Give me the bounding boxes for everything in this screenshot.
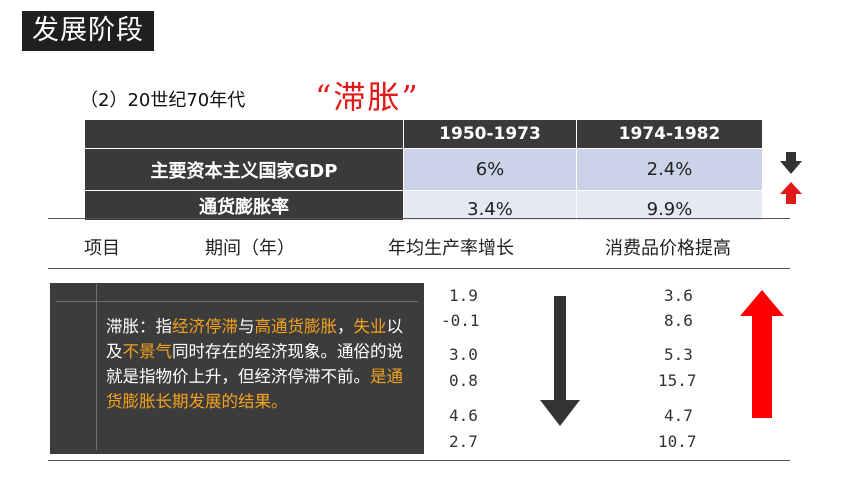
- price-value: 10.7: [658, 432, 697, 451]
- price-value: 15.7: [658, 371, 697, 390]
- column-header-prices: 消费品价格提高: [605, 238, 731, 259]
- definition-box: [50, 283, 424, 454]
- column-header-productivity: 年均生产率增长: [388, 238, 514, 259]
- keyword-title: “滞胀”: [315, 78, 420, 116]
- down-arrow-icon: [780, 152, 802, 174]
- price-value: 5.3: [664, 345, 693, 364]
- productivity-value: 0.8: [449, 371, 478, 390]
- productivity-value: -0.1: [441, 311, 480, 330]
- inflation-value-1950-1973: 3.4%: [403, 190, 576, 220]
- definition-box-header-line: [56, 284, 418, 302]
- header-bottom-rule: [48, 268, 790, 269]
- column-header-1950-1973: 1950-1973: [403, 120, 576, 148]
- gdp-value-1974-1982: 2.4%: [576, 148, 762, 190]
- productivity-value: 2.7: [449, 432, 478, 451]
- column-header-period: 期间（年）: [205, 238, 295, 259]
- summary-table: 1950-1973 1974-1982 主要资本主义国家GDP 6% 2.4% …: [85, 120, 762, 220]
- definition-text: 同时存在的经济现象。通俗的说就是指物价上升，但经济停滞不前。: [106, 342, 403, 386]
- productivity-value: 4.6: [449, 406, 478, 425]
- definition-highlight: 高通货膨胀: [254, 317, 338, 336]
- section-subtitle: （2）20世纪70年代: [80, 90, 246, 111]
- definition-highlight: 不景气: [122, 342, 173, 361]
- column-header-1974-1982: 1974-1982: [576, 120, 762, 148]
- definition-highlight: 是通货膨胀长期发展的结果。: [106, 367, 403, 411]
- inflation-value-1974-1982: 9.9%: [576, 190, 762, 220]
- stagflation-definition: 滞胀：指经济停滞与高通货膨胀，失业以及不景气同时存在的经济现象。通俗的说就是指物…: [106, 314, 418, 414]
- gdp-value-1950-1973: 6%: [403, 148, 576, 190]
- definition-highlight: 经济停滞: [172, 317, 238, 336]
- definition-text: 与: [238, 317, 255, 336]
- table-bottom-rule: [48, 460, 790, 461]
- column-header-item: 项目: [84, 238, 120, 259]
- row-label-inflation: 通货膨胀率: [85, 190, 403, 220]
- down-arrow-icon: [540, 296, 580, 426]
- definition-box-divider: [56, 284, 97, 450]
- definition-text: ，: [337, 317, 354, 336]
- section-badge: 发展阶段: [22, 11, 154, 51]
- table-corner: [85, 120, 403, 148]
- up-arrow-icon: [780, 182, 802, 204]
- definition-text: 滞胀：指: [106, 317, 172, 336]
- table-top-rule: [48, 218, 790, 219]
- row-label-gdp: 主要资本主义国家GDP: [85, 148, 403, 190]
- productivity-value: 1.9: [449, 286, 478, 305]
- up-arrow-icon: [740, 290, 784, 418]
- definition-text: 以及: [106, 317, 403, 361]
- definition-highlight: 失业: [353, 317, 387, 336]
- price-value: 3.6: [664, 286, 693, 305]
- productivity-value: 3.0: [449, 345, 478, 364]
- price-value: 4.7: [664, 406, 693, 425]
- price-value: 8.6: [664, 311, 693, 330]
